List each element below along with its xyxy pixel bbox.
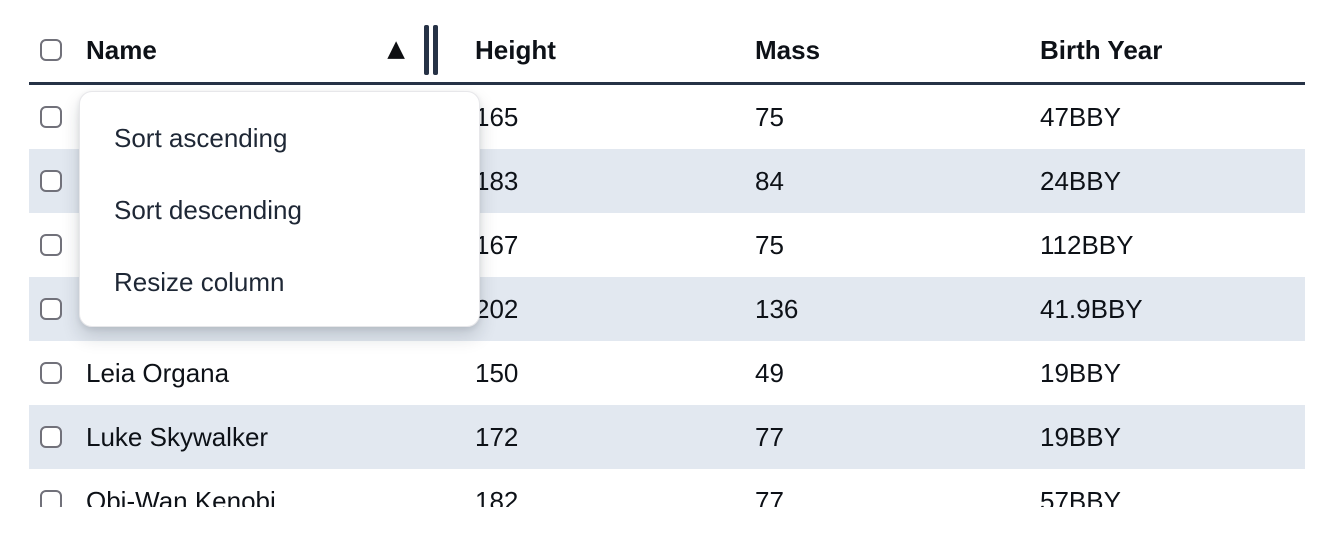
- cell-birth-year: 19BBY: [1040, 421, 1121, 452]
- cell-mass: 49: [755, 357, 784, 388]
- cell-mass: 75: [755, 101, 784, 132]
- cell-height: 202: [475, 293, 519, 324]
- row-checkbox[interactable]: [40, 490, 62, 507]
- table-row: Leia Organa 150 49 19BBY: [29, 341, 1305, 405]
- row-checkbox[interactable]: [40, 170, 62, 192]
- header-cell-mass[interactable]: Mass: [755, 34, 821, 65]
- data-table: Name ▲ Height Mass Birth Year 165 75 47B…: [29, 0, 1305, 507]
- menu-item-sort-descending[interactable]: Sort descending: [114, 194, 302, 225]
- cell-height: 150: [475, 357, 519, 388]
- cell-height: 172: [475, 421, 519, 452]
- column-resize-handle-icon[interactable]: [424, 25, 438, 75]
- cell-height: 183: [475, 165, 519, 196]
- cell-mass: 77: [755, 421, 784, 452]
- cell-birth-year: 47BBY: [1040, 101, 1121, 132]
- header-cell-birth-year[interactable]: Birth Year: [1040, 34, 1163, 65]
- select-all-checkbox[interactable]: [40, 39, 62, 61]
- cell-birth-year: 57BBY: [1040, 485, 1121, 508]
- cell-height: 167: [475, 229, 519, 260]
- cell-mass: 136: [755, 293, 799, 324]
- header-cell-select: [29, 39, 86, 61]
- column-label-name: Name: [86, 34, 157, 65]
- sort-ascending-icon[interactable]: ▲: [387, 35, 405, 62]
- column-context-menu: Sort ascending Sort descending Resize co…: [79, 91, 480, 327]
- cell-birth-year: 41.9BBY: [1040, 293, 1143, 324]
- cell-birth-year: 19BBY: [1040, 357, 1121, 388]
- cell-birth-year: 112BBY: [1040, 229, 1134, 260]
- cell-height: 182: [475, 485, 519, 508]
- row-checkbox[interactable]: [40, 106, 62, 128]
- table-header-row: Name ▲ Height Mass Birth Year: [29, 0, 1305, 85]
- resize-bar-left: [424, 25, 429, 75]
- row-checkbox[interactable]: [40, 426, 62, 448]
- menu-item-sort-ascending[interactable]: Sort ascending: [114, 122, 288, 153]
- cell-mass: 75: [755, 229, 784, 260]
- header-cell-name[interactable]: Name ▲: [86, 25, 475, 75]
- cell-mass: 77: [755, 485, 784, 508]
- header-cell-height[interactable]: Height: [475, 34, 556, 65]
- cell-name: Obi-Wan Kenobi: [86, 485, 276, 508]
- row-checkbox[interactable]: [40, 234, 62, 256]
- menu-item-resize-column[interactable]: Resize column: [114, 266, 285, 297]
- row-checkbox[interactable]: [40, 362, 62, 384]
- cell-height: 165: [475, 101, 519, 132]
- cell-birth-year: 24BBY: [1040, 165, 1121, 196]
- cell-name: Leia Organa: [86, 357, 230, 388]
- table-row: Obi-Wan Kenobi 182 77 57BBY: [29, 469, 1305, 507]
- table-row: Luke Skywalker 172 77 19BBY: [29, 405, 1305, 469]
- resize-bar-right: [433, 25, 438, 75]
- cell-mass: 84: [755, 165, 784, 196]
- cell-name: Luke Skywalker: [86, 421, 269, 452]
- row-checkbox[interactable]: [40, 298, 62, 320]
